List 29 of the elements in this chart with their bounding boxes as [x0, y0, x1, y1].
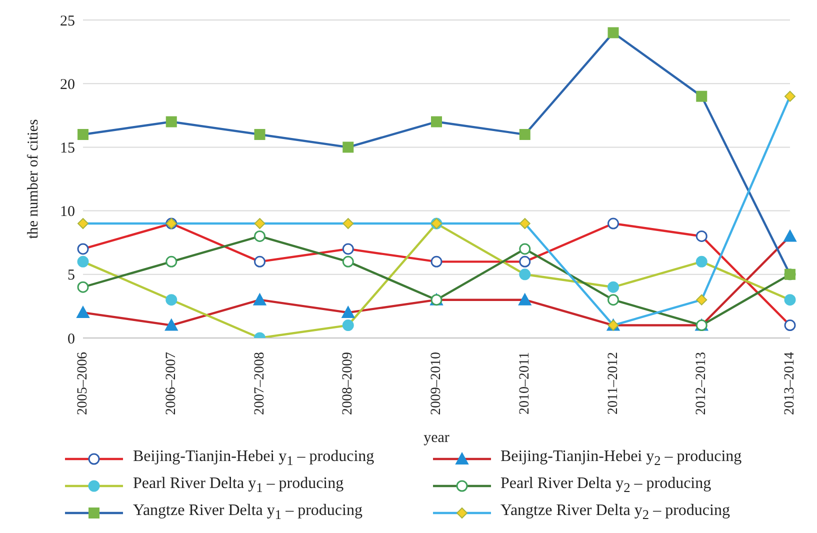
x-tick-label: 2007–2008 — [252, 352, 268, 415]
x-tick-label: 2012–2013 — [694, 352, 710, 415]
point — [77, 281, 89, 293]
y-tick-label: 0 — [68, 331, 75, 348]
point — [166, 256, 178, 268]
legend-label: Yangtze River Delta y$_{2}$ – producing — [500, 502, 730, 524]
legend-label: Yangtze River Delta y$_{1}$ – producing — [133, 502, 362, 524]
y-tick-label: 5 — [68, 268, 75, 284]
legend-label: Beijing-Tianjin-Hebei y$_{1}$ – producing — [133, 448, 374, 470]
y-tick-label: 10 — [60, 204, 75, 220]
x-tick-label: 2006–2007 — [164, 352, 179, 415]
x-tick-label: 2005–2006 — [76, 352, 90, 415]
y-tick-label: 15 — [60, 140, 75, 157]
y-tick-label: 25 — [60, 13, 75, 30]
legend-label: Pearl River Delta y$_{1}$ – producing — [133, 475, 344, 496]
y-tick-label: 20 — [60, 76, 75, 93]
point — [254, 230, 266, 242]
x-tick-label: 2011–2012 — [606, 352, 621, 414]
point — [608, 294, 619, 306]
legend-label: Pearl River Delta y$_{2}$ – producing — [500, 475, 712, 496]
x-tick-label: 2010–2011 — [517, 352, 532, 414]
point — [519, 243, 531, 255]
x-axis-title: year — [424, 430, 450, 446]
x-tick-label: 2009–2010 — [429, 352, 444, 415]
x-tick-label: 2008–2009 — [340, 352, 356, 415]
legend-label: Beijing-Tianjin-Hebei y$_{2}$ – producing — [500, 448, 742, 470]
y-axis-title: the number of cities — [25, 119, 42, 239]
point — [342, 256, 354, 268]
x-tick-label: 2013–2014 — [782, 352, 798, 415]
